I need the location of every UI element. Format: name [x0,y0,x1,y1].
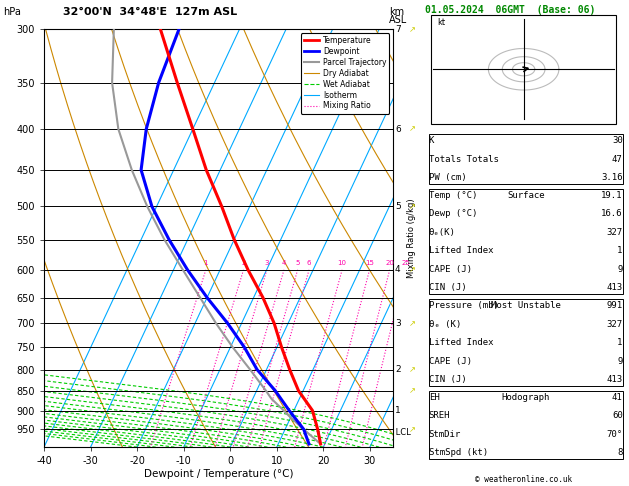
Text: 9: 9 [617,357,623,365]
Text: Mixing Ratio (g/kg): Mixing Ratio (g/kg) [408,198,416,278]
Text: StmSpd (kt): StmSpd (kt) [429,448,488,457]
Text: 3: 3 [265,260,269,266]
Text: Most Unstable: Most Unstable [491,301,560,310]
Text: Surface: Surface [507,191,545,200]
Text: ↗: ↗ [408,124,416,134]
Text: 60: 60 [612,411,623,420]
Text: CIN (J): CIN (J) [429,375,467,384]
Legend: Temperature, Dewpoint, Parcel Trajectory, Dry Adiabat, Wet Adiabat, Isotherm, Mi: Temperature, Dewpoint, Parcel Trajectory… [301,33,389,114]
Text: 9: 9 [617,265,623,274]
Text: StmDir: StmDir [429,430,461,439]
Text: θₑ(K): θₑ(K) [429,228,455,237]
Text: 991: 991 [606,301,623,310]
Text: 16.6: 16.6 [601,209,623,218]
Text: 47: 47 [612,155,623,164]
Text: 6: 6 [395,124,401,134]
Text: 1: 1 [617,338,623,347]
Text: Temp (°C): Temp (°C) [429,191,477,200]
Text: 01.05.2024  06GMT  (Base: 06): 01.05.2024 06GMT (Base: 06) [425,5,595,15]
Text: 2: 2 [242,260,246,266]
Text: ↗: ↗ [408,386,416,395]
Text: ↗: ↗ [408,365,416,374]
Text: 7: 7 [395,25,401,34]
Text: Pressure (mb): Pressure (mb) [429,301,499,310]
Text: 10: 10 [338,260,347,266]
Text: 70°: 70° [606,430,623,439]
Text: 1: 1 [204,260,208,266]
Text: ↗: ↗ [408,202,416,211]
Text: ASL: ASL [389,15,407,25]
Text: 6: 6 [307,260,311,266]
Text: 32°00'N  34°48'E  127m ASL: 32°00'N 34°48'E 127m ASL [63,7,237,17]
Text: SREH: SREH [429,411,450,420]
Text: θₑ (K): θₑ (K) [429,320,461,329]
Text: Lifted Index: Lifted Index [429,246,493,255]
Text: Totals Totals: Totals Totals [429,155,499,164]
Text: hPa: hPa [3,7,21,17]
Text: 4: 4 [395,265,401,274]
Bar [429,391,623,459]
Text: 413: 413 [606,375,623,384]
Text: Dewp (°C): Dewp (°C) [429,209,477,218]
Text: CAPE (J): CAPE (J) [429,357,472,365]
Text: ↗: ↗ [408,25,416,34]
Text: 41: 41 [612,393,623,402]
Text: km: km [389,7,404,17]
Text: K: K [429,136,434,145]
Text: ↗: ↗ [408,425,416,434]
Text: 5: 5 [395,202,401,211]
Text: 19.1: 19.1 [601,191,623,200]
Text: 8: 8 [617,448,623,457]
Text: CIN (J): CIN (J) [429,283,467,292]
Text: Lifted Index: Lifted Index [429,338,493,347]
Text: 1: 1 [395,406,401,415]
Text: 413: 413 [606,283,623,292]
Text: CAPE (J): CAPE (J) [429,265,472,274]
Text: 327: 327 [606,228,623,237]
Text: 3: 3 [395,319,401,328]
Text: PW (cm): PW (cm) [429,173,467,182]
Text: 3.16: 3.16 [601,173,623,182]
Text: ↗: ↗ [408,319,416,328]
Bar [429,134,623,184]
Text: 1: 1 [617,246,623,255]
Text: 25: 25 [401,260,410,266]
Text: kt: kt [437,18,445,28]
Text: © weatheronline.co.uk: © weatheronline.co.uk [475,474,572,484]
X-axis label: Dewpoint / Temperature (°C): Dewpoint / Temperature (°C) [144,469,293,479]
Bar [429,299,623,386]
Text: 2: 2 [395,365,401,374]
Bar [429,189,623,295]
Text: 15: 15 [365,260,374,266]
Text: 4: 4 [282,260,286,266]
Text: Hodograph: Hodograph [501,393,550,402]
Text: LCL: LCL [393,428,411,437]
Text: 20: 20 [386,260,394,266]
Text: 5: 5 [296,260,300,266]
Text: ↗: ↗ [408,265,416,274]
Text: 327: 327 [606,320,623,329]
Text: EH: EH [429,393,440,402]
Bar [431,15,616,124]
Text: 30: 30 [612,136,623,145]
